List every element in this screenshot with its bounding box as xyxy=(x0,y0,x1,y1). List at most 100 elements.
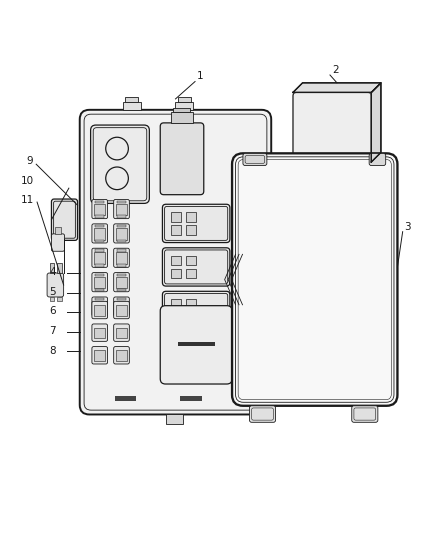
Bar xyxy=(95,264,104,266)
Bar xyxy=(117,288,126,291)
FancyBboxPatch shape xyxy=(232,154,397,406)
FancyBboxPatch shape xyxy=(114,272,129,292)
Bar xyxy=(95,225,104,227)
FancyBboxPatch shape xyxy=(114,301,129,319)
Bar xyxy=(57,297,62,301)
FancyBboxPatch shape xyxy=(92,346,108,364)
FancyBboxPatch shape xyxy=(114,224,129,243)
Bar xyxy=(171,299,181,309)
Bar xyxy=(117,225,126,227)
Bar xyxy=(178,97,191,102)
Text: 11: 11 xyxy=(21,196,34,205)
Bar xyxy=(171,256,181,265)
Bar xyxy=(116,228,127,239)
Bar xyxy=(269,255,279,272)
Bar xyxy=(116,328,127,338)
Bar xyxy=(178,342,215,346)
Bar xyxy=(49,297,54,301)
Bar xyxy=(171,212,181,222)
Bar xyxy=(116,277,127,288)
FancyBboxPatch shape xyxy=(114,297,129,316)
Text: 10: 10 xyxy=(21,176,34,186)
Bar xyxy=(171,312,181,322)
Bar xyxy=(116,350,127,361)
Bar xyxy=(94,301,106,313)
Bar xyxy=(94,328,106,338)
Bar xyxy=(57,263,62,273)
Bar xyxy=(176,102,193,110)
Bar xyxy=(55,228,60,234)
Bar xyxy=(49,263,54,273)
Bar xyxy=(117,215,126,218)
Bar xyxy=(95,288,104,291)
FancyBboxPatch shape xyxy=(92,297,108,316)
FancyBboxPatch shape xyxy=(114,324,129,341)
Bar xyxy=(186,256,196,265)
Bar xyxy=(186,212,196,222)
Bar xyxy=(117,249,126,252)
Bar xyxy=(173,108,190,112)
Bar xyxy=(186,269,196,278)
Bar xyxy=(117,274,126,276)
Bar xyxy=(171,269,181,278)
FancyBboxPatch shape xyxy=(92,301,108,319)
Bar xyxy=(95,274,104,276)
FancyBboxPatch shape xyxy=(162,204,230,243)
FancyBboxPatch shape xyxy=(243,154,267,166)
Bar xyxy=(269,188,279,206)
Bar xyxy=(116,253,127,264)
Bar xyxy=(116,305,127,316)
Bar xyxy=(117,298,126,301)
Bar xyxy=(95,240,104,242)
FancyBboxPatch shape xyxy=(92,248,108,268)
FancyBboxPatch shape xyxy=(92,272,108,292)
Bar xyxy=(125,97,138,102)
Bar xyxy=(186,312,196,322)
FancyBboxPatch shape xyxy=(92,324,108,341)
Bar xyxy=(115,396,136,400)
Bar xyxy=(94,305,106,316)
Text: 6: 6 xyxy=(49,306,56,317)
Text: 1: 1 xyxy=(197,71,204,82)
FancyBboxPatch shape xyxy=(114,346,129,364)
FancyBboxPatch shape xyxy=(51,199,78,240)
Text: 9: 9 xyxy=(27,156,33,166)
Bar xyxy=(186,225,196,235)
Bar xyxy=(94,277,106,288)
Bar xyxy=(180,396,201,400)
Bar xyxy=(94,350,106,361)
FancyBboxPatch shape xyxy=(47,273,64,297)
Bar xyxy=(269,310,279,327)
Polygon shape xyxy=(293,83,381,92)
FancyBboxPatch shape xyxy=(80,110,271,415)
Bar xyxy=(117,200,126,203)
FancyBboxPatch shape xyxy=(250,406,276,422)
Bar xyxy=(186,299,196,309)
Bar xyxy=(116,301,127,313)
FancyBboxPatch shape xyxy=(352,406,378,422)
Bar xyxy=(166,415,184,424)
Bar xyxy=(95,200,104,203)
FancyBboxPatch shape xyxy=(293,92,371,162)
Bar xyxy=(94,204,106,215)
Bar xyxy=(94,228,106,239)
Bar xyxy=(95,249,104,252)
Text: 7: 7 xyxy=(49,326,56,336)
Bar xyxy=(116,204,127,215)
FancyBboxPatch shape xyxy=(162,292,230,329)
Text: 8: 8 xyxy=(49,345,56,356)
Bar xyxy=(171,225,181,235)
Bar xyxy=(117,313,126,315)
Bar xyxy=(117,264,126,266)
Bar xyxy=(95,313,104,315)
FancyBboxPatch shape xyxy=(114,199,129,219)
Text: 5: 5 xyxy=(49,287,56,297)
Text: 4: 4 xyxy=(49,267,56,277)
Bar xyxy=(94,253,106,264)
Bar xyxy=(95,215,104,218)
Bar xyxy=(95,298,104,301)
Bar xyxy=(123,102,141,110)
Text: 2: 2 xyxy=(332,65,339,75)
FancyBboxPatch shape xyxy=(162,248,230,286)
FancyBboxPatch shape xyxy=(92,199,108,219)
